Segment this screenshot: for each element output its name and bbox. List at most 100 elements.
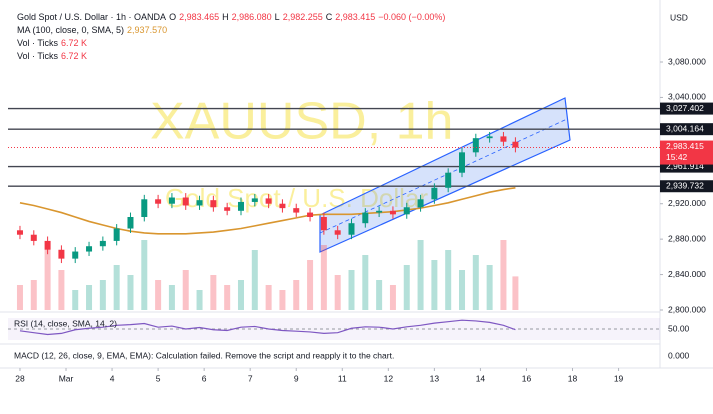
x-tick-label: 18: [568, 373, 578, 383]
candle-body: [445, 172, 452, 188]
macd-title: MACD (12, 26, close, 9, EMA, EMA): Calcu…: [14, 350, 394, 360]
legend-row: Vol · Ticks 6.72 K: [17, 38, 87, 48]
rsi-title: RSI (14, close, SMA, 14, 2): [14, 318, 117, 328]
candle-body: [459, 152, 466, 173]
volume-bar: [168, 285, 175, 310]
legend-text: Vol · Ticks: [17, 51, 59, 61]
volume-bar: [417, 240, 424, 310]
volume-bar: [30, 280, 37, 310]
volume-bar: [431, 260, 438, 310]
y-tick-label: 0.000: [668, 350, 690, 360]
legend-text: 2,983.465: [179, 12, 219, 22]
volume-bar: [127, 275, 134, 310]
currency: USD: [670, 12, 688, 22]
channel: [319, 97, 571, 253]
ma-line: [19, 186, 516, 235]
x-tick-label: 28: [15, 373, 25, 383]
volume-bar: [72, 290, 79, 310]
legend-text: H: [222, 12, 229, 22]
x-tick-label: 19: [614, 373, 624, 383]
candle-body: [279, 203, 286, 209]
candle-body: [334, 230, 341, 235]
last-price-tag: [660, 140, 713, 165]
candle-body: [182, 197, 189, 206]
volume-bar: [99, 280, 106, 310]
candle-body: [168, 197, 175, 204]
volume-bar: [403, 265, 410, 310]
candle-body: [30, 234, 37, 241]
level-tag: [660, 102, 713, 115]
legend-text: 6.72 K: [61, 38, 87, 48]
x-tick-label: 6: [202, 373, 207, 383]
legend-text: 2,986.080: [232, 12, 272, 22]
x-tick-label: 4: [110, 373, 115, 383]
candle-body: [320, 217, 327, 231]
candle-body: [251, 198, 258, 202]
candle-body: [155, 199, 162, 204]
legend-row: MA (100, close, 0, SMA, 5) 2,937.570: [17, 25, 167, 35]
volume-bar: [348, 270, 355, 310]
candle-body: [113, 228, 120, 241]
volume-bar: [237, 280, 244, 310]
volume-bar: [265, 285, 272, 310]
watermark: XAUUSD, 1h: [150, 93, 453, 151]
candle-body: [224, 207, 231, 211]
x-tick-label: Mar: [59, 373, 74, 383]
x-tick-label: 7: [248, 373, 253, 383]
volume-bar: [500, 240, 507, 310]
legend-text: O: [169, 12, 176, 22]
x-tick-label: 11: [338, 373, 347, 383]
volume-bar: [445, 250, 452, 310]
y-tick-label: 2,800.000: [668, 304, 706, 314]
volume-bar: [376, 280, 383, 310]
legend-text: Gold Spot / U.S. Dollar · 1h · OANDA: [17, 12, 166, 22]
level-label: 3,027.402: [666, 103, 704, 113]
candle-body: [389, 210, 396, 215]
volume-bar: [279, 290, 286, 310]
x-tick-label: 12: [384, 373, 394, 383]
candle-body: [472, 138, 479, 153]
candle-body: [265, 198, 272, 204]
legend-text: −0.060 (−0.00%): [378, 12, 445, 22]
header: Gold Spot / U.S. Dollar · 1h · OANDA O 2,9…: [17, 12, 445, 61]
candle-body: [362, 212, 369, 224]
volume-bar: [16, 285, 23, 310]
level-label: 2,961.914: [666, 161, 704, 171]
legend-text: Vol · Ticks: [17, 38, 59, 48]
candle-body: [127, 217, 134, 229]
volume-bar: [86, 285, 93, 310]
rsi-line: [19, 319, 516, 336]
candle-body: [72, 251, 79, 259]
volume-bar: [459, 270, 466, 310]
volume-bar: [113, 265, 120, 310]
candle-body: [486, 136, 493, 139]
candle-body: [237, 201, 244, 211]
volume-bar: [182, 270, 189, 310]
y-tick-label: 50.00: [668, 323, 690, 333]
volume-bar: [251, 250, 258, 310]
level-label: 2,939.732: [666, 180, 704, 190]
last-price-label: 2,983.415: [666, 141, 704, 151]
candle-body: [403, 207, 410, 215]
level-tag: [660, 123, 713, 136]
candle-body: [417, 199, 424, 208]
volume-bar: [155, 280, 162, 310]
y-tick-label: 2,840.000: [668, 269, 706, 279]
legend-text: L: [275, 12, 280, 22]
volume-bar: [486, 265, 493, 310]
volume-bar: [334, 275, 341, 310]
y-tick-label: 3,040.000: [668, 92, 706, 102]
candle-body: [500, 136, 507, 142]
legend-text: MA (100, close, 0, SMA, 5): [17, 25, 124, 35]
volume-bar: [210, 275, 217, 310]
y-tick-label: 2,880.000: [668, 233, 706, 243]
y-tick-label: 3,080.000: [668, 56, 706, 66]
volume-bar: [320, 245, 327, 310]
volume-bar: [307, 260, 314, 310]
x-tick-label: 13: [430, 373, 440, 383]
legend-text: 2,982.255: [283, 12, 323, 22]
candle-body: [307, 212, 314, 217]
x-tick-label: 9: [294, 373, 299, 383]
